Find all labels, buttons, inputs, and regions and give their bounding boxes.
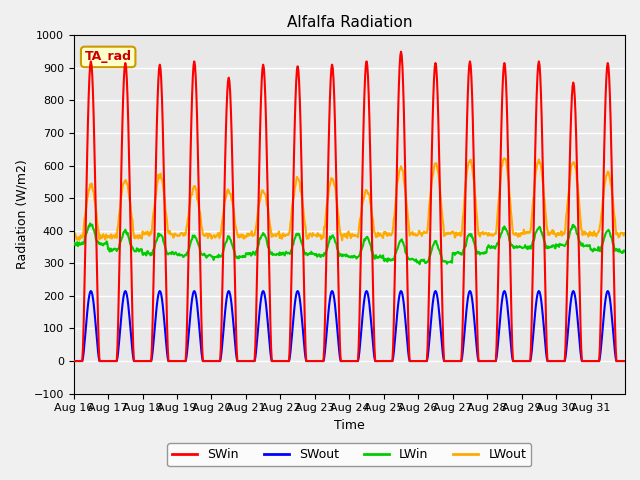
LWin <box>264 242 271 248</box>
SWin <box>284 358 291 364</box>
LWin <box>135 249 143 254</box>
SWin <box>397 49 405 55</box>
SWout <box>437 334 445 339</box>
SWout <box>87 288 95 294</box>
SWout <box>620 358 628 364</box>
SWout <box>236 358 244 364</box>
LWin <box>284 250 292 256</box>
X-axis label: Time: Time <box>334 419 365 432</box>
LWout <box>284 232 291 238</box>
SWin <box>70 358 77 364</box>
Legend: SWin, SWout, LWin, LWout: SWin, SWout, LWin, LWout <box>168 443 531 466</box>
SWout <box>135 358 143 364</box>
LWin <box>438 256 446 262</box>
LWout <box>263 202 271 208</box>
LWin <box>406 257 414 263</box>
LWout <box>620 230 628 236</box>
LWout <box>500 156 508 161</box>
LWout <box>70 238 77 244</box>
Line: LWin: LWin <box>74 223 624 264</box>
LWin <box>70 242 77 248</box>
LWin <box>416 262 424 267</box>
LWout <box>134 236 142 241</box>
Line: SWout: SWout <box>74 291 624 361</box>
SWin <box>263 149 271 155</box>
LWin <box>86 220 94 226</box>
SWin <box>620 358 628 364</box>
SWin <box>437 253 445 259</box>
SWin <box>406 358 414 364</box>
SWin <box>236 358 243 364</box>
Title: Alfalfa Radiation: Alfalfa Radiation <box>287 15 412 30</box>
SWout <box>264 316 271 322</box>
LWin <box>620 248 628 253</box>
LWout <box>436 194 444 200</box>
LWin <box>236 254 244 260</box>
SWin <box>134 358 142 364</box>
SWout <box>406 358 414 364</box>
SWout <box>70 358 77 364</box>
LWout <box>406 233 413 239</box>
LWout <box>236 235 243 240</box>
Y-axis label: Radiation (W/m2): Radiation (W/m2) <box>15 159 28 269</box>
SWout <box>284 358 292 364</box>
Line: LWout: LWout <box>74 158 624 241</box>
Text: TA_rad: TA_rad <box>84 50 132 63</box>
Line: SWin: SWin <box>74 52 624 361</box>
